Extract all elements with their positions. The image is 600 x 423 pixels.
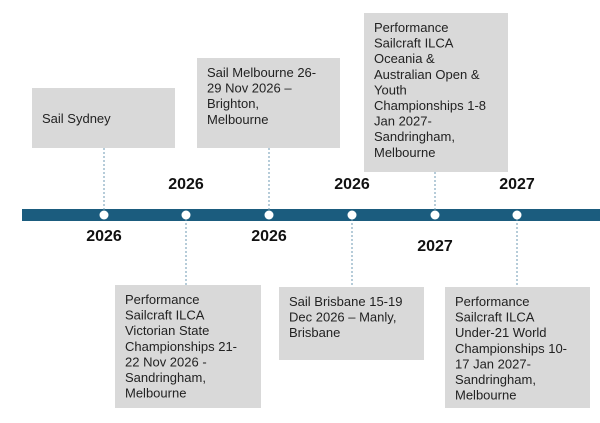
event-text: Victorian State [125, 323, 209, 338]
event-text: Sail Sydney [42, 111, 111, 126]
event-text: Sail Brisbane 15-19 [289, 294, 402, 309]
event-text: 29 Nov 2026 – [207, 81, 292, 96]
event-text: Melbourne [207, 112, 268, 127]
event-text: Sailcraft ILCA [125, 308, 205, 323]
event-text: Oceania & [374, 51, 435, 66]
event-text: Brisbane [289, 325, 340, 340]
year-label: 2026 [251, 228, 287, 245]
event-text: Sandringham, [374, 129, 455, 144]
event-text: Championships 10- [455, 341, 567, 356]
event-text: Sailcraft ILCA [455, 310, 535, 325]
event-text: 22 Nov 2026 - [125, 354, 207, 369]
event-text: Sail Melbourne 26- [207, 65, 316, 80]
event-box [445, 287, 590, 408]
timeline-dot [512, 210, 522, 220]
event-box [115, 285, 261, 408]
event-text: Performance [125, 292, 199, 307]
event-text: Sandringham, [125, 370, 206, 385]
event-box [197, 58, 340, 148]
timeline-bar [22, 209, 600, 221]
event-text: Jan 2027- [374, 114, 432, 129]
event-text: Melbourne [455, 388, 516, 403]
event-text: Australian Open & [374, 67, 480, 82]
event-text: Performance [374, 20, 448, 35]
timeline-dot [99, 210, 109, 220]
event-text: Sandringham, [455, 372, 536, 387]
event-text: Championships 1-8 [374, 98, 486, 113]
timeline-dot [264, 210, 274, 220]
year-label: 2026 [86, 228, 122, 245]
timeline-dot [430, 210, 440, 220]
event-text: Performance [455, 294, 529, 309]
event-text: Championships 21- [125, 339, 237, 354]
event-text: Brighton, [207, 96, 259, 111]
event-text: Sailcraft ILCA [374, 36, 454, 51]
year-label: 2026 [168, 176, 204, 193]
event-text: 17 Jan 2027- [455, 356, 531, 371]
timeline-dot [347, 210, 357, 220]
event-box [32, 88, 175, 148]
year-label: 2027 [417, 238, 453, 255]
year-label: 2026 [334, 176, 370, 193]
timeline-dot [181, 210, 191, 220]
event-text: Melbourne [125, 386, 186, 401]
event-text: Melbourne [374, 145, 435, 160]
event-box [364, 13, 508, 172]
year-label: 2027 [499, 176, 535, 193]
event-text: Dec 2026 – Manly, [289, 310, 396, 325]
event-box [279, 287, 424, 360]
event-text: Under-21 World [455, 325, 547, 340]
event-text: Youth [374, 82, 407, 97]
